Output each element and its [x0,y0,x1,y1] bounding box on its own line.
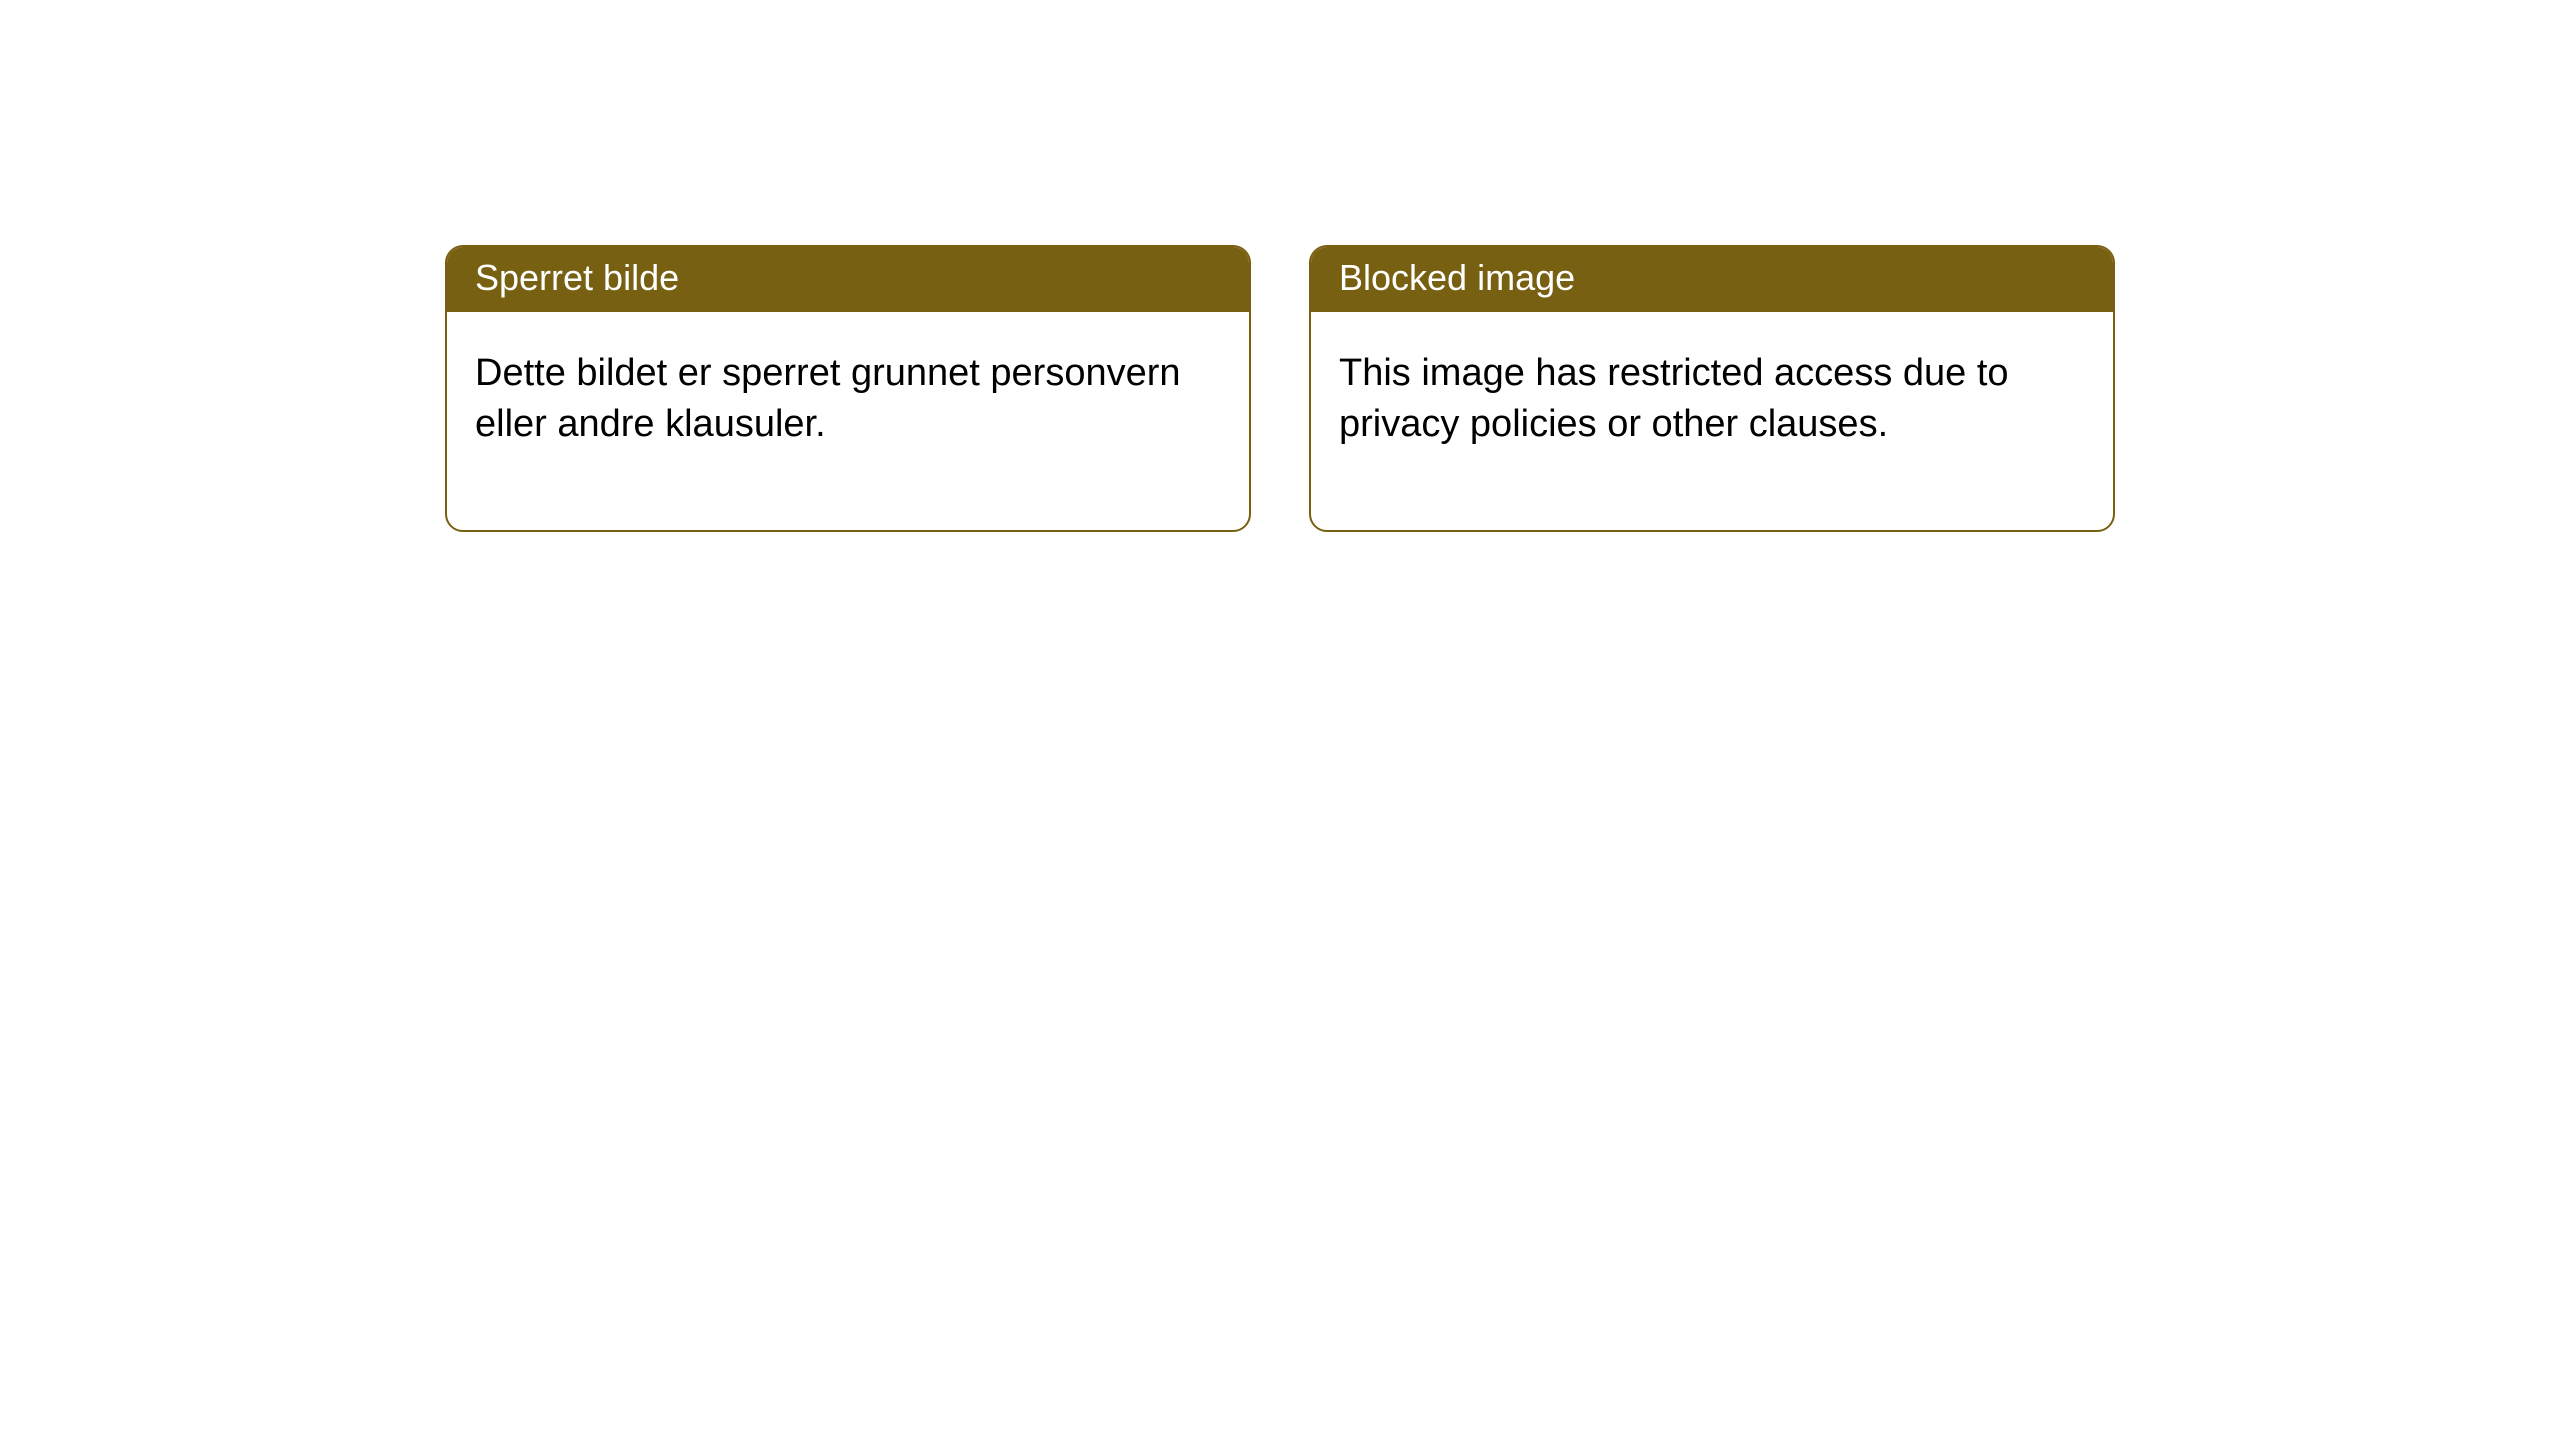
notice-body-en: This image has restricted access due to … [1311,312,2113,531]
notice-title-no: Sperret bilde [447,247,1249,312]
notice-body-no: Dette bildet er sperret grunnet personve… [447,312,1249,531]
notice-title-en: Blocked image [1311,247,2113,312]
notice-card-en: Blocked image This image has restricted … [1309,245,2115,532]
notice-card-no: Sperret bilde Dette bildet er sperret gr… [445,245,1251,532]
notice-container: Sperret bilde Dette bildet er sperret gr… [0,0,2560,532]
